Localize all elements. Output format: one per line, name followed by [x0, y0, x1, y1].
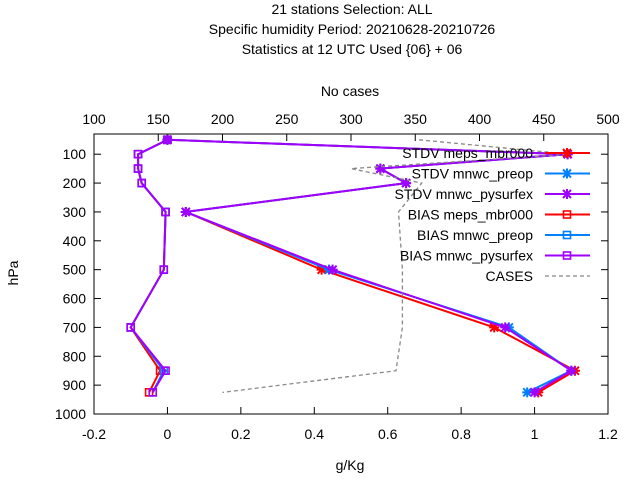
legend-label: BIAS mnwc_pysurfex: [400, 248, 533, 264]
legend-item: BIAS mnwc_pysurfex: [400, 248, 590, 264]
x-axis-label: g/Kg: [336, 457, 365, 473]
data-point: [161, 207, 170, 217]
y-tick-label: 900: [63, 377, 87, 393]
x-tick-label: 1: [531, 426, 539, 442]
x-tick-label: 0.6: [378, 426, 398, 442]
legend-item: STDV mnwc_preop: [412, 166, 590, 182]
data-point: [126, 323, 136, 332]
x-tick-label: 1.2: [598, 426, 618, 442]
legend-item: BIAS mnwc_preop: [417, 227, 590, 243]
legend-label: BIAS meps_mbr000: [408, 207, 533, 223]
x2-tick-label: 500: [596, 111, 620, 127]
x-tick-label: 0: [164, 426, 172, 442]
data-point: [375, 163, 386, 174]
x2-tick-label: 200: [211, 111, 235, 127]
data-point: [500, 322, 511, 333]
x-tick-label: -0.2: [82, 426, 106, 442]
data-point: [489, 322, 500, 333]
legend-label: BIAS mnwc_preop: [417, 227, 533, 243]
data-point: [148, 388, 158, 397]
series-line: [222, 139, 570, 394]
series-bias-mnwc-pysurfex: [126, 135, 172, 397]
data-point: [180, 206, 191, 217]
series-layer: [126, 134, 580, 398]
x-tick-label: 0.8: [451, 426, 471, 442]
data-point: [163, 135, 172, 145]
data-point: [562, 230, 572, 240]
legend-item: CASES: [486, 268, 590, 284]
y-tick-label: 100: [63, 146, 87, 162]
data-point: [562, 189, 572, 199]
data-point: [562, 148, 572, 158]
title-line-2: Specific humidity Period: 20210628-20210…: [209, 21, 496, 37]
x-tick-label: 0.2: [231, 426, 251, 442]
y-axis-label: hPa: [5, 260, 21, 285]
data-point: [401, 178, 412, 189]
series-line: [129, 138, 168, 393]
data-point: [161, 366, 170, 376]
data-point: [522, 387, 533, 398]
data-point: [562, 210, 572, 219]
x2-tick-label: 100: [82, 111, 106, 127]
y-tick-label: 300: [63, 204, 87, 220]
x2-tick-label: 400: [468, 111, 492, 127]
y-tick-label: 1000: [55, 406, 86, 422]
legend-label: STDV mnwc_preop: [412, 166, 534, 182]
x2-tick-label: 300: [339, 111, 363, 127]
data-point: [133, 164, 143, 173]
legend-item: STDV meps_mbr000: [402, 145, 590, 161]
x2-tick-label: 350: [404, 111, 428, 127]
title-line-1: 21 stations Selection: ALL: [271, 1, 432, 17]
legend: STDV meps_mbr000 STDV mnwc_preop STDV mnwc…: [395, 145, 590, 284]
x2-tick-label: 150: [147, 111, 171, 127]
x2-tick-label: 250: [275, 111, 299, 127]
data-point: [316, 264, 327, 275]
legend-label: STDV meps_mbr000: [402, 145, 533, 161]
x-tick-label: 0.4: [305, 426, 325, 442]
y-tick-label: 200: [63, 175, 87, 191]
data-point: [162, 134, 173, 145]
legend-item: STDV mnwc_pysurfex: [395, 186, 590, 202]
data-point: [159, 265, 169, 274]
chart-title: 21 stations Selection: ALL Specific humi…: [209, 1, 496, 57]
y-tick-label: 700: [63, 319, 87, 335]
y-tick-label: 800: [63, 348, 87, 364]
legend-item: BIAS meps_mbr000: [408, 207, 590, 223]
axes: -0.2 0 0.2 0.4 0.6 0.8 1 1.2 100 150 200 250 300 350 4…: [55, 111, 620, 442]
data-point: [137, 178, 147, 188]
data-point: [562, 168, 572, 179]
title-line-3: Statistics at 12 UTC Used {06} + 06: [242, 41, 463, 57]
data-point: [529, 387, 540, 398]
data-point: [566, 365, 577, 376]
data-point: [133, 149, 143, 159]
legend-label: STDV mnwc_pysurfex: [395, 186, 533, 202]
y-tick-label: 600: [63, 291, 87, 307]
data-point: [327, 264, 338, 275]
legend-label: CASES: [486, 268, 533, 284]
y-tick-label: 400: [63, 233, 87, 249]
series-cases: [222, 139, 570, 394]
y-tick-label: 500: [63, 262, 87, 278]
x2-axis-label: No cases: [321, 83, 379, 99]
x2-tick-label: 450: [532, 111, 556, 127]
data-point: [562, 251, 572, 260]
